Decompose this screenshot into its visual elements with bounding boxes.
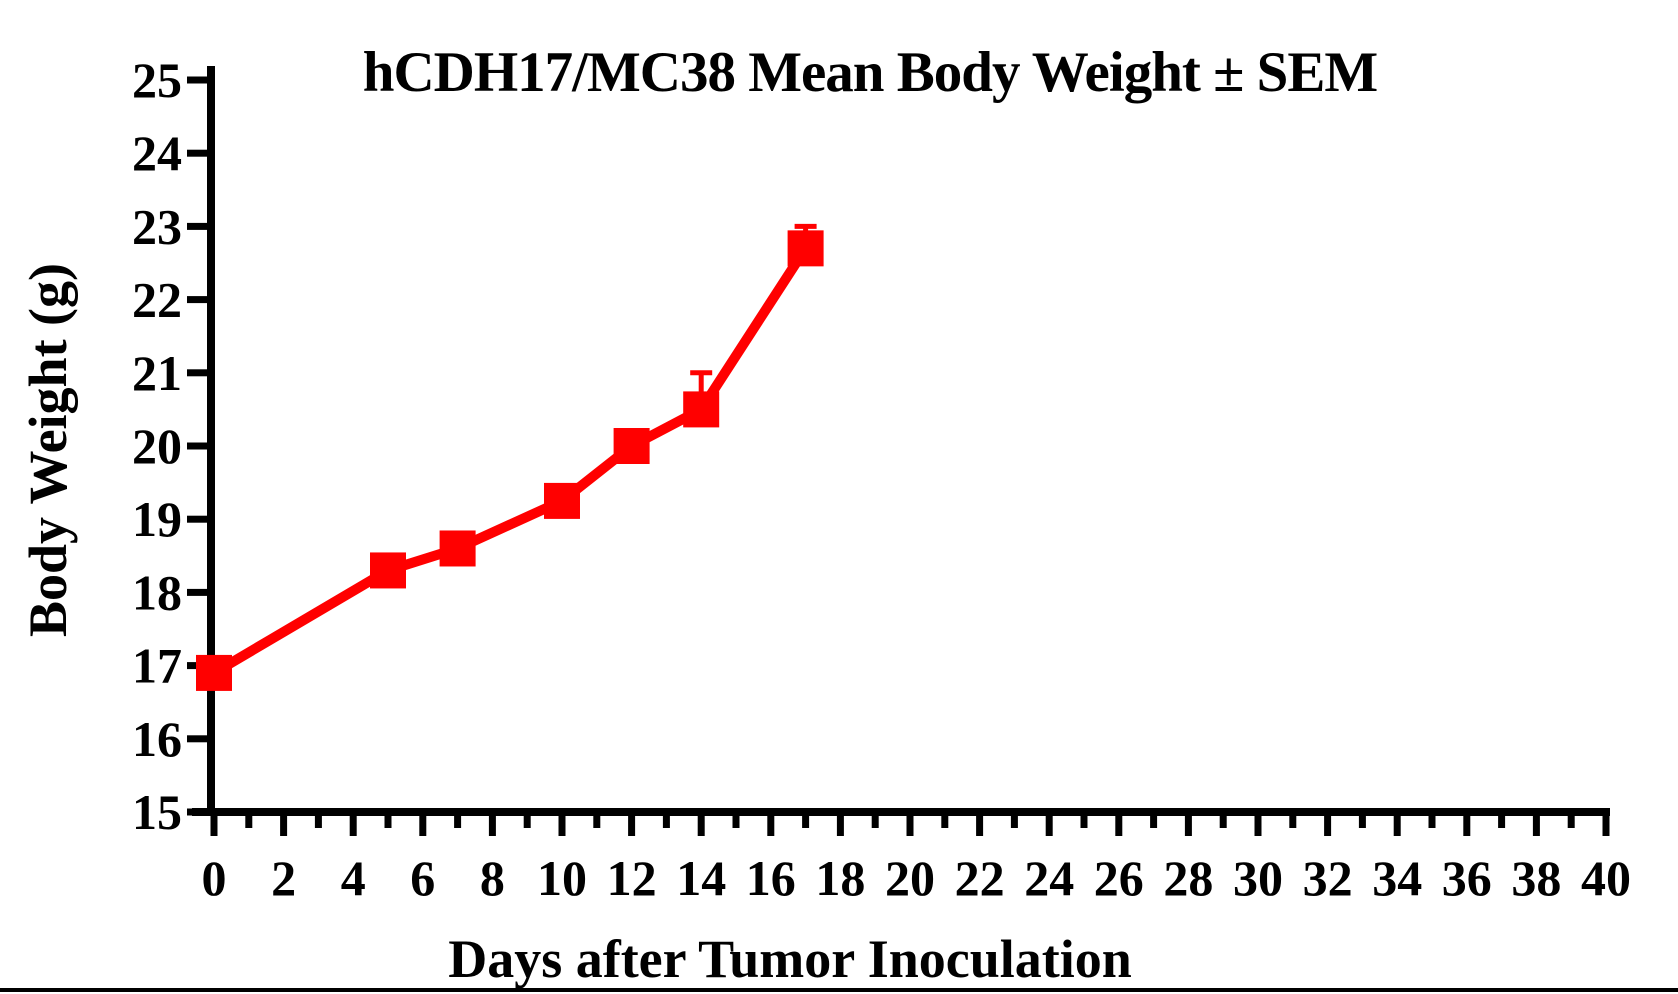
y-tick-label: 20: [132, 418, 182, 474]
x-major-tick: [1393, 816, 1401, 836]
x-minor-tick: [1219, 816, 1227, 828]
x-minor-tick: [593, 816, 601, 828]
x-major-tick: [1532, 816, 1540, 836]
x-minor-tick: [1010, 816, 1018, 828]
data-point-marker: [787, 230, 824, 267]
x-tick-label: 12: [607, 850, 657, 906]
data-point-marker: [439, 530, 476, 567]
x-tick-label: 22: [955, 850, 1005, 906]
x-axis-line: [192, 808, 1610, 816]
x-major-tick: [628, 816, 636, 836]
x-major-tick: [1602, 816, 1610, 836]
x-minor-tick: [941, 816, 949, 828]
x-major-tick: [558, 816, 566, 836]
y-tick-label: 19: [132, 491, 182, 547]
x-tick-label: 34: [1372, 850, 1422, 906]
x-tick-label: 4: [341, 850, 366, 906]
x-minor-tick: [662, 816, 670, 828]
y-tick: [187, 76, 207, 84]
x-minor-tick: [1150, 816, 1158, 828]
y-tick: [187, 222, 207, 230]
x-tick-label: 2: [271, 850, 296, 906]
y-tick: [187, 588, 207, 596]
y-tick: [187, 149, 207, 157]
x-major-tick: [1324, 816, 1332, 836]
x-minor-tick: [314, 816, 322, 828]
x-tick-label: 20: [885, 850, 935, 906]
x-minor-tick: [871, 816, 879, 828]
x-tick-label: 8: [480, 850, 505, 906]
y-tick-label: 16: [132, 711, 182, 767]
x-tick-label: 26: [1094, 850, 1144, 906]
x-major-tick: [906, 816, 914, 836]
y-tick: [187, 808, 207, 816]
y-tick-label: 21: [132, 345, 182, 401]
data-point-marker: [613, 428, 650, 464]
x-tick-label: 0: [202, 850, 227, 906]
series-line: [209, 243, 811, 678]
x-major-tick: [419, 816, 427, 836]
x-tick-label: 40: [1581, 850, 1631, 906]
x-major-tick: [349, 816, 357, 836]
y-tick-label: 24: [132, 125, 182, 181]
data-point-marker: [683, 391, 720, 428]
y-tick-label: 23: [132, 198, 182, 254]
x-minor-tick: [454, 816, 462, 828]
x-major-tick: [1254, 816, 1262, 836]
x-minor-tick: [523, 816, 531, 828]
y-tick: [187, 442, 207, 450]
x-tick-label: 6: [410, 850, 435, 906]
x-minor-tick: [1428, 816, 1436, 828]
y-tick: [187, 515, 207, 523]
y-tick: [187, 296, 207, 304]
x-tick-label: 14: [676, 850, 726, 906]
x-major-tick: [1115, 816, 1123, 836]
x-minor-tick: [1080, 816, 1088, 828]
data-point-marker: [370, 552, 406, 589]
x-major-tick: [697, 816, 705, 836]
chart-title: hCDH17/MC38 Mean Body Weight ± SEM: [362, 41, 1378, 104]
x-tick-label: 18: [815, 850, 865, 906]
x-minor-tick: [384, 816, 392, 828]
y-tick: [187, 735, 207, 743]
x-major-tick: [767, 816, 775, 836]
x-minor-tick: [1498, 816, 1506, 828]
x-tick-label: 32: [1303, 850, 1353, 906]
y-tick: [187, 369, 207, 377]
x-axis-label: Days after Tumor Inoculation: [448, 929, 1132, 989]
x-major-tick: [1184, 816, 1192, 836]
x-major-tick: [1463, 816, 1471, 836]
y-tick-label: 25: [132, 52, 182, 108]
x-tick-label: 16: [746, 850, 796, 906]
y-tick-label: 15: [132, 784, 182, 840]
x-major-tick: [488, 816, 496, 836]
y-axis-line: [207, 66, 215, 816]
x-tick-label: 38: [1511, 850, 1561, 906]
x-major-tick: [280, 816, 288, 836]
x-major-tick: [836, 816, 844, 836]
bottom-divider-line: [0, 988, 1678, 992]
y-tick-label: 17: [132, 638, 182, 694]
x-major-tick: [1045, 816, 1053, 836]
y-tick-label: 22: [132, 272, 182, 328]
x-tick-label: 10: [537, 850, 587, 906]
x-minor-tick: [802, 816, 810, 828]
x-major-tick: [976, 816, 984, 836]
x-minor-tick: [732, 816, 740, 828]
x-minor-tick: [1289, 816, 1297, 828]
x-tick-label: 30: [1233, 850, 1283, 906]
y-tick-label: 18: [132, 564, 182, 620]
x-major-tick: [210, 816, 218, 836]
x-minor-tick: [245, 816, 253, 828]
x-minor-tick: [1358, 816, 1366, 828]
x-tick-label: 36: [1442, 850, 1492, 906]
data-point-marker: [196, 654, 232, 691]
x-tick-label: 28: [1163, 850, 1213, 906]
x-minor-tick: [1567, 816, 1575, 828]
data-point-marker: [544, 482, 580, 519]
x-tick-label: 24: [1024, 850, 1074, 906]
